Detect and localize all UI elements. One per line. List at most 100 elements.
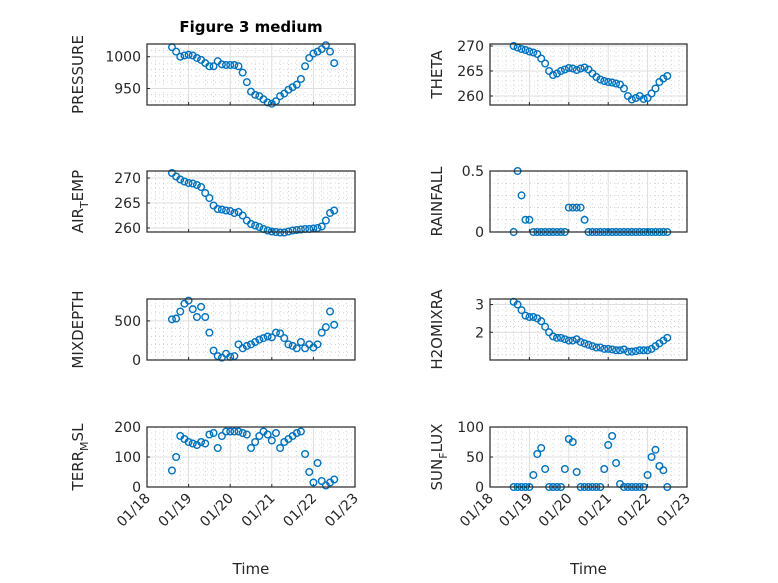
data-point: [568, 336, 577, 345]
data-point: [330, 320, 339, 329]
data-point: [600, 465, 609, 474]
data-point: [623, 347, 632, 356]
data-point: [184, 438, 193, 447]
data-point: [513, 300, 522, 309]
data-point: [184, 50, 193, 59]
y-tick-label: 3: [475, 298, 484, 314]
data-point: [197, 302, 206, 311]
data-point: [238, 429, 247, 438]
data-point: [604, 441, 613, 450]
data-point: [288, 226, 297, 235]
data-point: [330, 475, 339, 484]
data-point: [226, 206, 235, 215]
data-point: [560, 465, 569, 474]
data-point: [564, 63, 573, 72]
x-tick-label: 01/22: [615, 491, 655, 531]
subplot-sun-flux: 01/18 01/19 01/20 01/21 01/22 01/23 0 50 100 SUNF…: [428, 420, 694, 578]
data-point: [251, 90, 260, 99]
data-point: [176, 307, 185, 316]
data-point: [521, 46, 530, 55]
data-point: [643, 93, 652, 102]
data-point: [619, 345, 628, 354]
data-point: [213, 444, 222, 453]
y-tick-label: 270: [114, 171, 141, 187]
data-point: [313, 459, 322, 468]
data-point: [568, 203, 577, 212]
data-point: [321, 323, 330, 332]
data-point: [612, 346, 621, 355]
data-point: [619, 84, 628, 93]
data-point: [616, 80, 625, 89]
subplot-mixdepth: 0 500 MIXDEPTH: [69, 290, 356, 369]
data-point: [580, 63, 589, 72]
data-point: [564, 336, 573, 345]
data-point: [604, 77, 613, 86]
y-axis-label: H2OMIXRA: [428, 289, 446, 370]
data-point: [572, 203, 581, 212]
data-point: [255, 335, 264, 344]
data-point: [172, 314, 181, 323]
data-point: [568, 438, 577, 447]
data-point: [326, 208, 335, 217]
data-point: [525, 47, 534, 56]
data-point: [267, 333, 276, 342]
axes-box: [489, 170, 688, 233]
data-point: [647, 89, 656, 98]
data-point: [545, 66, 554, 75]
data-point: [271, 328, 280, 337]
axes-box: [146, 170, 356, 233]
y-tick-label: 0: [475, 480, 484, 496]
data-point: [608, 432, 617, 441]
y-tick-label: 100: [457, 420, 484, 436]
data-point: [552, 333, 561, 342]
axes-background: [147, 44, 355, 105]
x-tick-label: 01/20: [536, 491, 576, 531]
x-tick-label: 01/18: [457, 491, 497, 531]
data-point: [251, 338, 260, 347]
x-tick-label: 01/23: [322, 491, 362, 531]
data-point: [580, 339, 589, 348]
data-point: [184, 178, 193, 187]
axes-box: [146, 43, 356, 106]
data-point: [592, 343, 601, 352]
data-point: [330, 206, 339, 215]
data-point: [292, 429, 301, 438]
data-point: [238, 68, 247, 77]
data-point: [608, 78, 617, 87]
data-point: [226, 427, 235, 436]
data-point: [525, 313, 534, 322]
data-point: [192, 312, 201, 321]
data-point: [596, 343, 605, 352]
data-point: [276, 444, 285, 453]
data-point: [321, 216, 330, 225]
data-point: [651, 445, 660, 454]
data-point: [517, 306, 526, 315]
data-point: [242, 430, 251, 439]
data-point: [564, 203, 573, 212]
data-point: [529, 48, 538, 57]
data-point: [549, 332, 558, 341]
data-point: [556, 66, 565, 75]
data-point: [209, 429, 218, 438]
data-point: [592, 72, 601, 81]
data-point: [313, 340, 322, 349]
data-point: [309, 49, 318, 58]
data-point: [271, 429, 280, 438]
data-point: [217, 432, 226, 441]
data-point: [317, 477, 326, 486]
data-point: [217, 353, 226, 362]
data-point: [234, 427, 243, 436]
x-tick-label: 01/19: [496, 491, 536, 531]
data-point: [326, 47, 335, 56]
data-point: [549, 70, 558, 79]
data-point: [296, 225, 305, 234]
data-point: [317, 222, 326, 231]
data-point: [659, 74, 668, 83]
data-point: [234, 340, 243, 349]
x-tick-label: 01/22: [280, 491, 320, 531]
data-point: [552, 69, 561, 78]
y-tick-label: 260: [457, 89, 484, 105]
data-point: [663, 333, 672, 342]
data-point: [588, 342, 597, 351]
subplot-theta: 260 265 270 THETA: [428, 39, 688, 106]
